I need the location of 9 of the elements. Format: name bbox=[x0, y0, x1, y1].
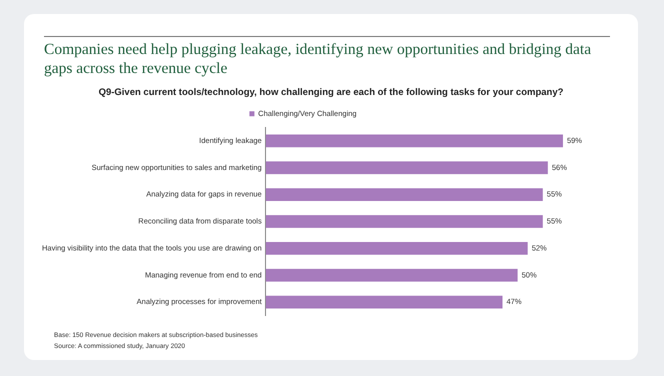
bar bbox=[266, 215, 543, 228]
chart-title: Companies need help plugging leakage, identifying new opportunities and bridging data gaps across the revenue cycle bbox=[44, 40, 592, 78]
bar bbox=[266, 296, 503, 308]
bar bbox=[266, 242, 528, 255]
bar bbox=[266, 134, 563, 148]
bar bbox=[266, 268, 518, 282]
bar bbox=[266, 188, 543, 202]
bar bbox=[266, 161, 548, 174]
chart-subtitle: Q9-Given current tools/technology, how challenging are each of the following tasks for your company? bbox=[98, 87, 564, 98]
